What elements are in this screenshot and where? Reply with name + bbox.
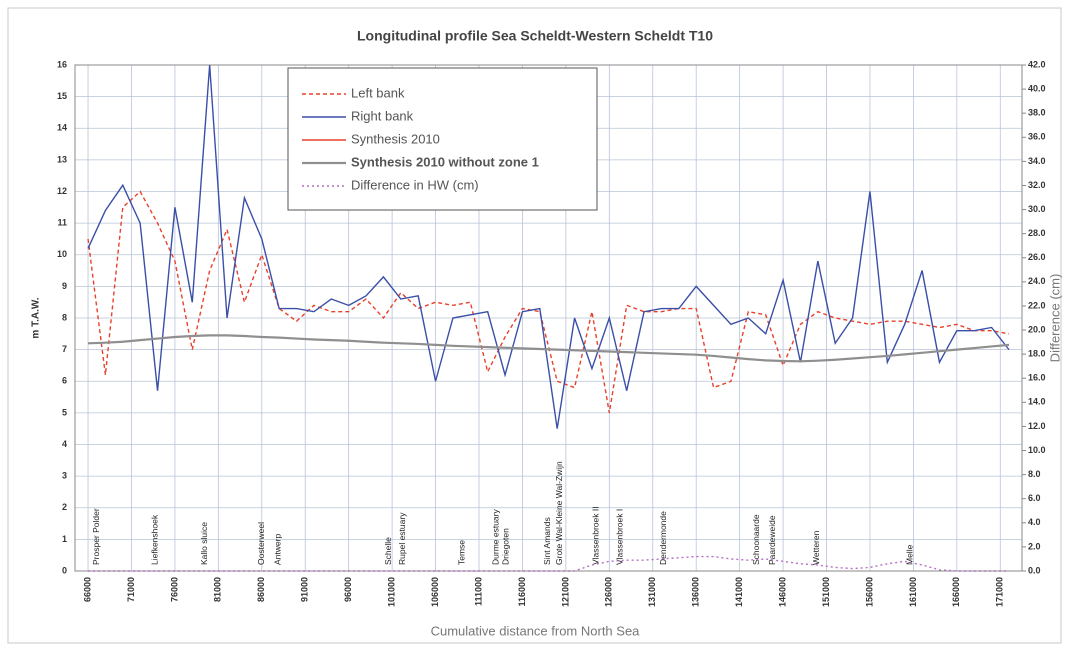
y-tick-label: 3 — [62, 471, 67, 481]
y2-tick-label: 2.0 — [1028, 541, 1041, 551]
x-tick-label: 106000 — [430, 577, 440, 607]
y2-tick-label: 38.0 — [1028, 108, 1046, 118]
y2-tick-label: 8.0 — [1028, 469, 1041, 479]
y-tick-label: 8 — [62, 312, 67, 322]
y-tick-label: 7 — [62, 344, 67, 354]
place-label: Melle — [904, 544, 914, 565]
x-tick-label: 91000 — [300, 577, 310, 602]
place-label: Wetteren — [811, 530, 821, 565]
y2-tick-label: 40.0 — [1028, 83, 1046, 93]
x-tick-label: 166000 — [951, 577, 961, 607]
y2-tick-label: 24.0 — [1028, 276, 1046, 286]
legend-label: Left bank — [351, 85, 405, 100]
x-tick-label: 111000 — [473, 577, 483, 606]
y-axis-label: m T.A.W. — [31, 297, 42, 338]
x-tick-label: 131000 — [647, 577, 657, 607]
y-tick-label: 1 — [62, 534, 67, 544]
legend-label: Synthesis 2010 — [351, 131, 440, 146]
y-tick-label: 14 — [57, 123, 67, 133]
y2-tick-label: 4.0 — [1028, 517, 1041, 527]
x-tick-label: 76000 — [169, 577, 179, 602]
place-label: Vlassenbroek II — [590, 506, 600, 565]
x-tick-label: 146000 — [777, 577, 787, 607]
y2-tick-label: 28.0 — [1028, 228, 1046, 238]
place-label: Kallo sluice — [199, 522, 209, 565]
place-label: Driegoten — [500, 528, 510, 565]
place-label: Schoonaarde — [751, 514, 761, 565]
legend-label: Difference in HW (cm) — [351, 177, 479, 192]
place-label: Oosterweel — [256, 522, 266, 565]
y-tick-label: 12 — [57, 186, 67, 196]
place-label: Sint Amands — [542, 517, 552, 565]
x-tick-label: 151000 — [821, 577, 831, 607]
x-tick-label: 171000 — [995, 577, 1005, 607]
x-tick-label: 101000 — [386, 577, 396, 607]
x-tick-label: 71000 — [126, 577, 136, 602]
y2-tick-label: 26.0 — [1028, 252, 1046, 262]
y-tick-label: 4 — [62, 439, 67, 449]
series-line — [87, 64, 1010, 429]
chart-title: Longitudinal profile Sea Scheldt-Western… — [357, 28, 713, 44]
place-label: Prosper Polder — [91, 508, 101, 565]
y-tick-label: 11 — [57, 218, 67, 228]
place-label: Antwerp — [272, 534, 282, 565]
legend-label: Synthesis 2010 without zone 1 — [351, 154, 539, 169]
y2-tick-label: 16.0 — [1028, 373, 1046, 383]
y-tick-label: 5 — [62, 407, 67, 417]
y-tick-label: 15 — [57, 91, 67, 101]
x-tick-label: 161000 — [908, 577, 918, 607]
place-label: Vlassenbroek I — [614, 509, 624, 565]
y-tick-label: 16 — [57, 59, 67, 69]
x-axis-label: Cumulative distance from North Sea — [431, 623, 641, 638]
place-label: Paardeweide — [767, 515, 777, 565]
y-tick-label: 6 — [62, 376, 67, 386]
y2-tick-label: 10.0 — [1028, 445, 1046, 455]
x-tick-label: 121000 — [560, 577, 570, 607]
place-label: Rupel estuary — [397, 512, 407, 565]
y2-tick-label: 6.0 — [1028, 493, 1041, 503]
place-label: Temse — [456, 540, 466, 565]
y-tick-label: 0 — [62, 565, 67, 575]
y2-tick-label: 12.0 — [1028, 421, 1046, 431]
y-tick-label: 10 — [57, 249, 67, 259]
place-label: Liefkenshoek — [149, 514, 159, 565]
y2-tick-label: 22.0 — [1028, 300, 1046, 310]
y2-axis-label: Difference (cm) — [1047, 274, 1062, 363]
x-tick-label: 116000 — [517, 577, 527, 607]
x-tick-label: 86000 — [256, 577, 266, 602]
x-tick-label: 141000 — [734, 577, 744, 607]
y2-tick-label: 18.0 — [1028, 349, 1046, 359]
place-label: Dendermonde — [658, 511, 668, 565]
place-label: Grote Wal-Kleine Wal-Zwijn — [554, 461, 564, 565]
x-tick-label: 126000 — [604, 577, 614, 607]
x-tick-label: 96000 — [343, 577, 353, 602]
y-tick-label: 2 — [62, 502, 67, 512]
y2-tick-label: 42.0 — [1028, 59, 1046, 69]
x-tick-label: 136000 — [691, 577, 701, 607]
y2-tick-label: 0.0 — [1028, 565, 1041, 575]
x-tick-label: 66000 — [82, 577, 92, 602]
legend-label: Right bank — [351, 108, 414, 123]
x-tick-label: 81000 — [213, 577, 223, 602]
y2-tick-label: 32.0 — [1028, 180, 1046, 190]
y2-tick-label: 34.0 — [1028, 156, 1046, 166]
legend-box — [287, 67, 598, 211]
place-label: Schelle — [383, 537, 393, 565]
y2-tick-label: 14.0 — [1028, 397, 1046, 407]
y-tick-label: 13 — [57, 154, 67, 164]
series-line — [87, 334, 1010, 363]
x-tick-label: 156000 — [864, 577, 874, 607]
y2-tick-label: 36.0 — [1028, 132, 1046, 142]
y2-tick-label: 30.0 — [1028, 204, 1046, 214]
series-line — [88, 555, 1009, 572]
y2-tick-label: 20.0 — [1028, 324, 1046, 334]
y-tick-label: 9 — [62, 281, 67, 291]
place-label: Durme estuary — [490, 509, 500, 565]
